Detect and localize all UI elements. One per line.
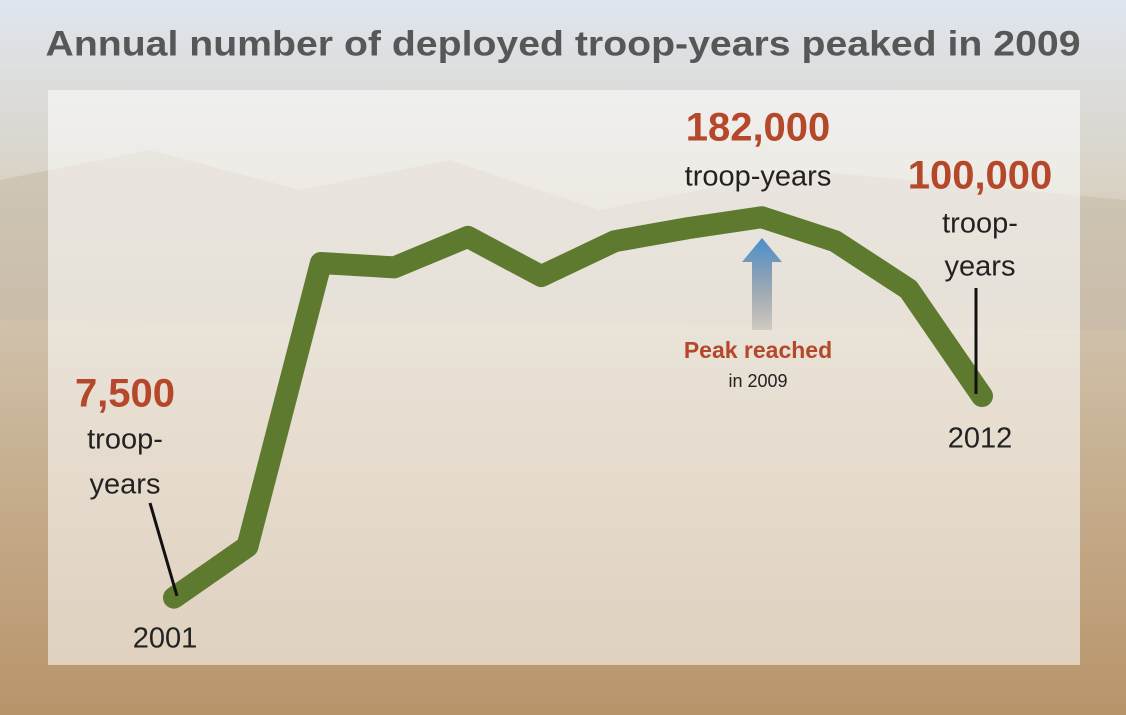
annotation: years [90,469,161,501]
value-label: 7,500 [75,372,175,416]
value-label: 100,000 [908,154,1053,198]
annotation: troop- [942,208,1018,240]
annotation: troop- [87,424,163,456]
annotation: in 2009 [728,371,787,391]
value-label: 182,000 [686,106,831,150]
annotation: Peak reached [684,337,832,363]
chart-title: Annual number of deployed troop-years pe… [46,24,1081,63]
chart: Annual number of deployed troop-years pe… [0,0,1126,715]
annotation: years [945,251,1016,283]
x-tick-label: 2012 [948,423,1013,455]
x-tick-label: 2001 [133,623,198,655]
annotation: troop-years [685,161,832,193]
